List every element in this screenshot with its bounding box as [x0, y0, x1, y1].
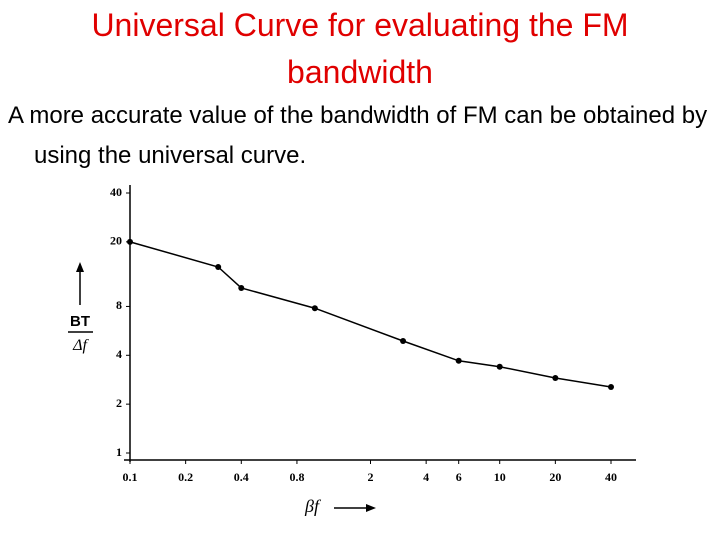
- y-tick-label: 40: [110, 185, 122, 199]
- x-tick-label: 10: [494, 470, 506, 484]
- data-point: [455, 357, 462, 364]
- x-tick-label: 20: [549, 470, 561, 484]
- data-point: [608, 384, 614, 391]
- x-tick-label: 0.1: [123, 470, 138, 484]
- data-point: [311, 305, 318, 312]
- slide-title: Universal Curve for evaluating the FM ba…: [0, 2, 720, 96]
- x-arrow-head: [366, 504, 376, 512]
- data-point: [400, 337, 407, 344]
- x-tick-label: 0.2: [178, 470, 193, 484]
- y-tick-label: 1: [116, 445, 122, 459]
- data-point: [238, 284, 245, 291]
- curve: [129, 241, 612, 388]
- data-point: [496, 363, 503, 370]
- data-point: [215, 263, 222, 270]
- data-point: [127, 238, 133, 245]
- y-label-numerator: BT: [70, 313, 90, 330]
- x-tick-label: 0.4: [234, 470, 249, 484]
- x-tick-label: 40: [605, 470, 617, 484]
- y-tick-label: 4: [116, 347, 122, 361]
- x-tick-label: 6: [456, 470, 462, 484]
- y-tick-label: 2: [116, 396, 122, 410]
- x-label: βf: [304, 496, 322, 516]
- x-tick-label: 0.8: [289, 470, 304, 484]
- y-label-denominator: Δf: [72, 337, 89, 354]
- x-tick-label: 4: [423, 470, 429, 484]
- y-tick-label: 8: [116, 298, 122, 312]
- x-tick-label: 2: [368, 470, 374, 484]
- y-tick-label: 20: [110, 234, 122, 248]
- slide-text: A more accurate value of the bandwidth o…: [8, 102, 708, 169]
- data-point: [552, 374, 559, 381]
- title-text: Universal Curve for evaluating the FM ba…: [91, 7, 629, 90]
- y-arrow-head: [76, 262, 84, 272]
